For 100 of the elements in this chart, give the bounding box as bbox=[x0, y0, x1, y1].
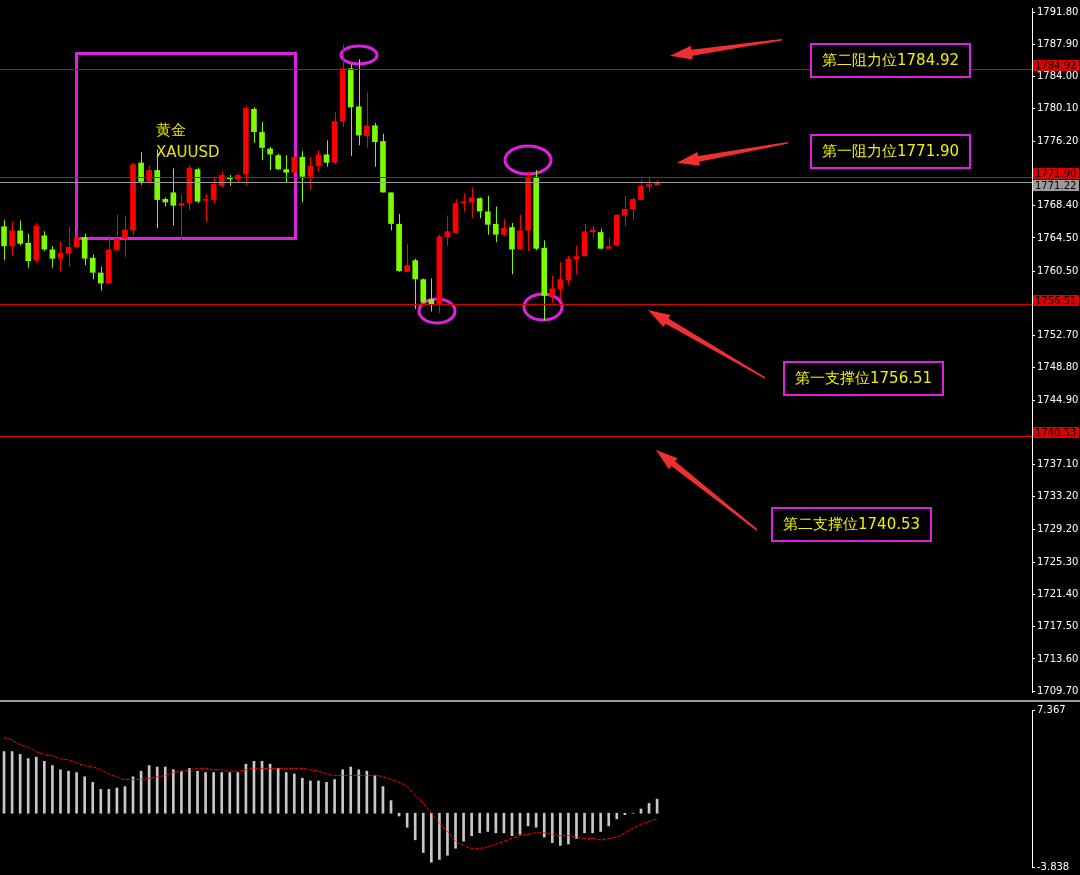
y-tick-label: 1721.40 bbox=[1037, 588, 1079, 599]
candlestick bbox=[9, 220, 15, 257]
y-tick-label: 1737.10 bbox=[1037, 458, 1079, 470]
bar bbox=[67, 770, 70, 814]
candlestick bbox=[89, 253, 96, 280]
bar bbox=[607, 812, 611, 827]
bar bbox=[26, 758, 30, 814]
candlestick bbox=[549, 275, 556, 303]
bar bbox=[357, 769, 361, 814]
candlestick bbox=[210, 177, 217, 204]
bar bbox=[413, 812, 417, 841]
bar bbox=[567, 812, 570, 845]
candlestick bbox=[444, 215, 451, 247]
bar bbox=[59, 769, 62, 814]
annotation: 黄金 bbox=[156, 121, 186, 140]
y-tick-label: 1725.30 bbox=[1037, 555, 1079, 567]
candlestick bbox=[25, 233, 32, 269]
bar bbox=[478, 812, 482, 834]
bar bbox=[220, 772, 224, 814]
bar bbox=[204, 772, 207, 814]
bar bbox=[430, 812, 433, 863]
y-tick-label: 1717.50 bbox=[1037, 620, 1079, 632]
candlestick bbox=[259, 121, 265, 161]
y-tick-label: -3.838 bbox=[1037, 860, 1070, 872]
annotation: 第二阻力位1784.92 bbox=[810, 42, 972, 78]
bar bbox=[542, 812, 546, 838]
y-tick-label: 7.367 bbox=[1037, 703, 1066, 715]
bar bbox=[470, 812, 473, 836]
bar bbox=[188, 768, 191, 814]
y-tick-label: 1764.50 bbox=[1037, 231, 1079, 243]
bar bbox=[421, 812, 425, 853]
candlestick bbox=[517, 214, 523, 251]
y-tick-label: 1744.90 bbox=[1037, 393, 1079, 405]
candlestick bbox=[57, 240, 64, 272]
y-tick-label: 1784.00 bbox=[1037, 70, 1079, 82]
candlestick bbox=[364, 91, 370, 149]
candlestick bbox=[493, 206, 499, 243]
candlestick bbox=[170, 167, 177, 227]
candlestick bbox=[251, 106, 257, 144]
bar bbox=[615, 812, 619, 820]
candlestick bbox=[122, 215, 128, 258]
candlestick bbox=[114, 214, 120, 252]
candlestick bbox=[267, 146, 273, 171]
text: 1771.22 bbox=[1035, 179, 1077, 191]
bar bbox=[212, 772, 215, 814]
y-tick-label: 1752.70 bbox=[1037, 329, 1079, 341]
annotation: 第二支撑位1740.53 bbox=[771, 506, 933, 542]
candlestick bbox=[1, 219, 7, 261]
candlestick bbox=[638, 179, 644, 201]
bar bbox=[292, 773, 296, 814]
bar bbox=[196, 770, 199, 814]
text: 1784.92 bbox=[1035, 59, 1077, 71]
bar bbox=[462, 812, 465, 842]
bar bbox=[583, 812, 586, 834]
annotation: 第一支撑位1756.51 bbox=[783, 360, 945, 396]
bar bbox=[550, 812, 554, 843]
candlestick bbox=[372, 122, 378, 168]
y-tick-label: 1780.10 bbox=[1037, 102, 1079, 114]
candlestick bbox=[202, 193, 209, 223]
candlestick bbox=[17, 220, 23, 246]
bar bbox=[163, 766, 167, 814]
bar bbox=[75, 772, 78, 814]
bar bbox=[34, 756, 38, 814]
bar bbox=[91, 782, 95, 814]
bar bbox=[99, 789, 103, 814]
bar bbox=[575, 812, 578, 839]
candlestick bbox=[138, 151, 144, 186]
candlestick bbox=[630, 196, 636, 221]
bar bbox=[172, 769, 175, 814]
candlestick bbox=[81, 233, 88, 266]
y-tick-label: 1791.80 bbox=[1037, 5, 1079, 17]
candlestick bbox=[315, 149, 322, 173]
candlestick bbox=[41, 230, 48, 252]
bar bbox=[301, 777, 304, 814]
bar bbox=[180, 770, 183, 814]
bar bbox=[454, 812, 457, 849]
y-tick-label: 1713.60 bbox=[1037, 652, 1079, 664]
y-tick-label: 1748.80 bbox=[1037, 361, 1079, 373]
text: 1756.51 bbox=[1035, 294, 1077, 306]
candlestick bbox=[622, 195, 628, 227]
bar bbox=[341, 769, 344, 814]
candlestick bbox=[484, 195, 491, 236]
bar bbox=[591, 812, 594, 834]
candlestick bbox=[412, 258, 419, 310]
bar bbox=[309, 780, 312, 814]
bar bbox=[51, 765, 54, 814]
y-tick-label: 1729.20 bbox=[1037, 523, 1079, 535]
y-tick-label: 1768.40 bbox=[1037, 199, 1079, 211]
bar bbox=[446, 812, 449, 856]
text: 1771.90 bbox=[1035, 167, 1077, 179]
bar bbox=[486, 812, 490, 832]
candlestick bbox=[97, 266, 104, 292]
bar bbox=[559, 812, 562, 846]
bar bbox=[43, 761, 46, 814]
candlestick bbox=[509, 222, 515, 275]
y-tick-label: 1733.20 bbox=[1037, 490, 1079, 502]
text: 1740.53 bbox=[1035, 426, 1077, 438]
y-tick-label: 1709.70 bbox=[1037, 684, 1079, 696]
bar bbox=[325, 782, 328, 814]
candlestick bbox=[307, 156, 314, 190]
